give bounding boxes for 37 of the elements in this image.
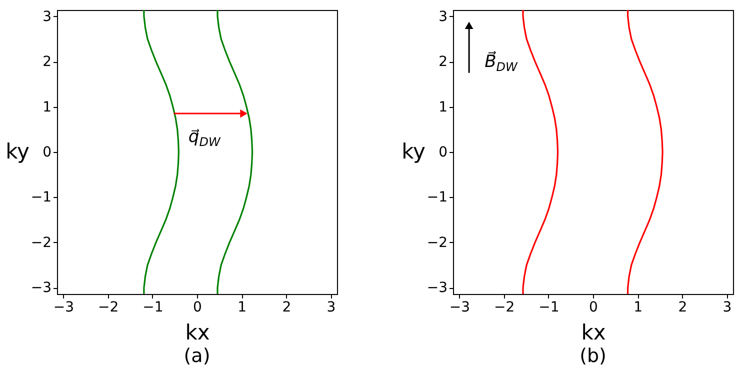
x-axis-title: kx (581, 320, 606, 344)
x-tick-label: 1 (634, 300, 643, 316)
x-tick-label: −1 (538, 300, 560, 316)
y-tick-label: 2 (438, 54, 448, 70)
y-tick-label: −2 (426, 234, 448, 251)
x-tick-label: 1 (238, 300, 247, 316)
y-tick-label: −1 (426, 190, 448, 206)
y-tick-label: 0 (438, 144, 448, 160)
x-tick-label: 2 (678, 300, 688, 316)
x-tick-label: 0 (193, 300, 202, 316)
y-axis-title: ky (402, 140, 426, 164)
x-tick-label: 2 (282, 300, 292, 316)
x-tick-label: −2 (494, 300, 515, 316)
y-tick-label: −1 (30, 190, 52, 206)
x-axis-title: kx (185, 320, 210, 344)
x-tick-label: 0 (589, 300, 598, 316)
x-tick-label: 3 (722, 300, 732, 316)
y-tick-label: −2 (30, 234, 52, 251)
text: (b) (580, 345, 606, 367)
y-tick-label: 3 (42, 8, 52, 25)
line-series (143, 9, 180, 295)
x-tick-label: 3 (326, 300, 336, 316)
text: (a) (184, 345, 210, 367)
y-tick-label: −3 (426, 280, 448, 296)
line-series (522, 9, 559, 295)
y-tick-label: 0 (42, 144, 52, 160)
x-tick-label: −3 (449, 300, 470, 316)
y-tick-label: 1 (42, 99, 52, 116)
x-tick-label: −1 (142, 300, 164, 316)
y-tick-label: −3 (30, 280, 52, 296)
y-tick-label: 2 (42, 54, 52, 70)
y-tick-label: 1 (438, 99, 448, 116)
line-series (626, 9, 664, 295)
y-tick-label: 3 (438, 8, 448, 25)
x-tick-label: −3 (53, 300, 74, 316)
x-tick-label: −2 (98, 300, 119, 316)
y-axis-title: ky (6, 140, 30, 164)
